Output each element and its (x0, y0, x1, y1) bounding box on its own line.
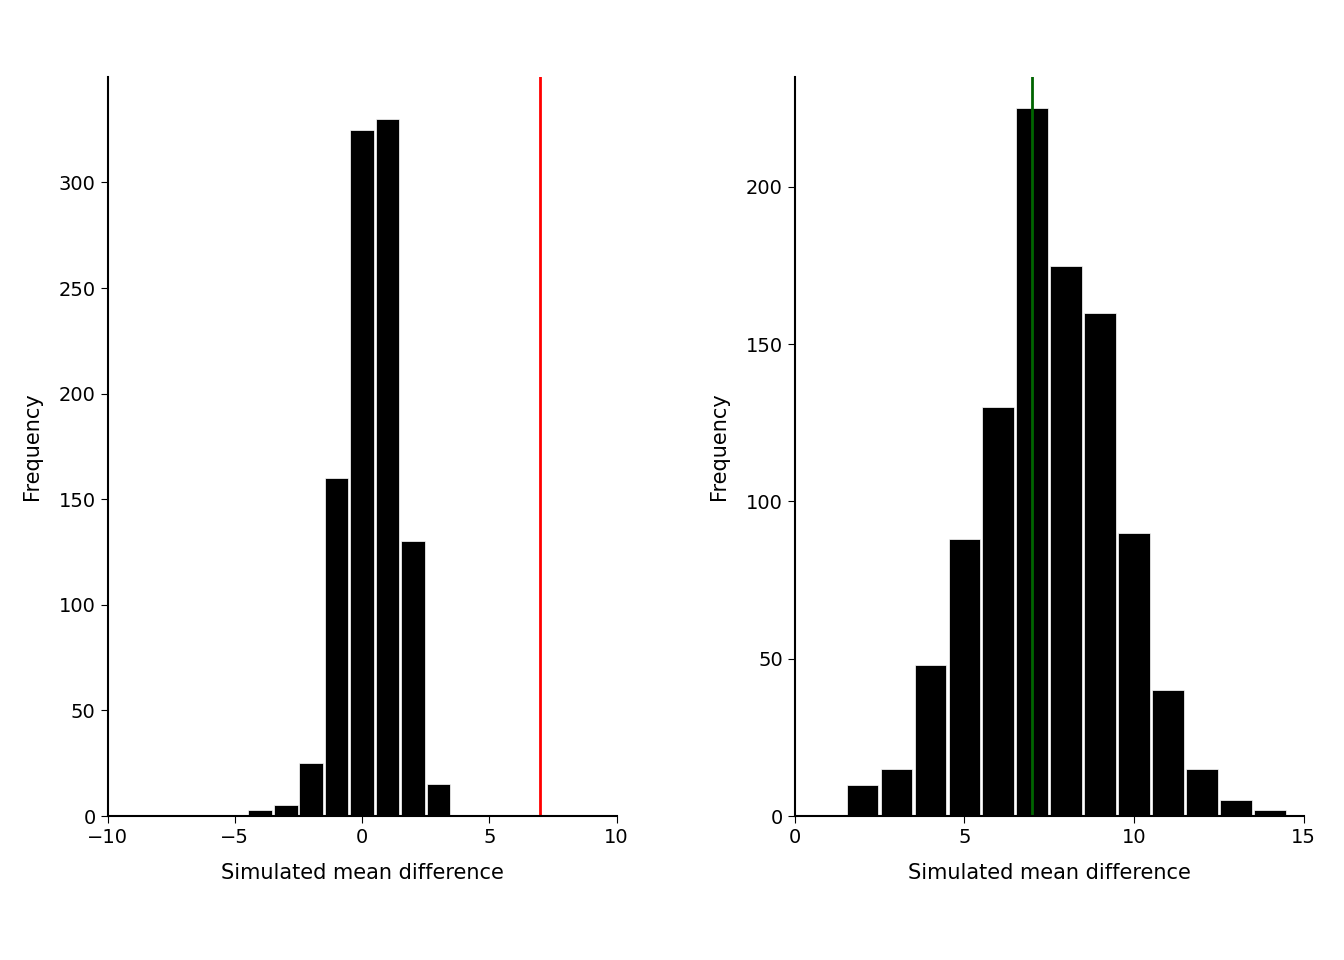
Bar (1085, 313, 1116, 816)
Bar (1152, 690, 1184, 816)
Bar (1051, 266, 1082, 816)
Bar (949, 540, 980, 816)
Bar (847, 784, 879, 816)
Bar (1254, 809, 1285, 816)
Bar (300, 763, 323, 816)
Bar (375, 119, 399, 816)
Bar (249, 809, 271, 816)
Bar (880, 769, 913, 816)
Bar (1220, 801, 1251, 816)
X-axis label: Simulated mean difference: Simulated mean difference (220, 863, 504, 883)
Bar (351, 130, 374, 816)
Bar (274, 805, 297, 816)
Bar (982, 407, 1015, 816)
Bar (401, 541, 425, 816)
Bar (325, 478, 348, 816)
Bar (1118, 533, 1149, 816)
Bar (1016, 108, 1048, 816)
Y-axis label: Frequency: Frequency (710, 393, 728, 500)
X-axis label: Simulated mean difference: Simulated mean difference (907, 863, 1191, 883)
Bar (426, 784, 450, 816)
Bar (1187, 769, 1218, 816)
Bar (915, 665, 946, 816)
Y-axis label: Frequency: Frequency (22, 393, 42, 500)
